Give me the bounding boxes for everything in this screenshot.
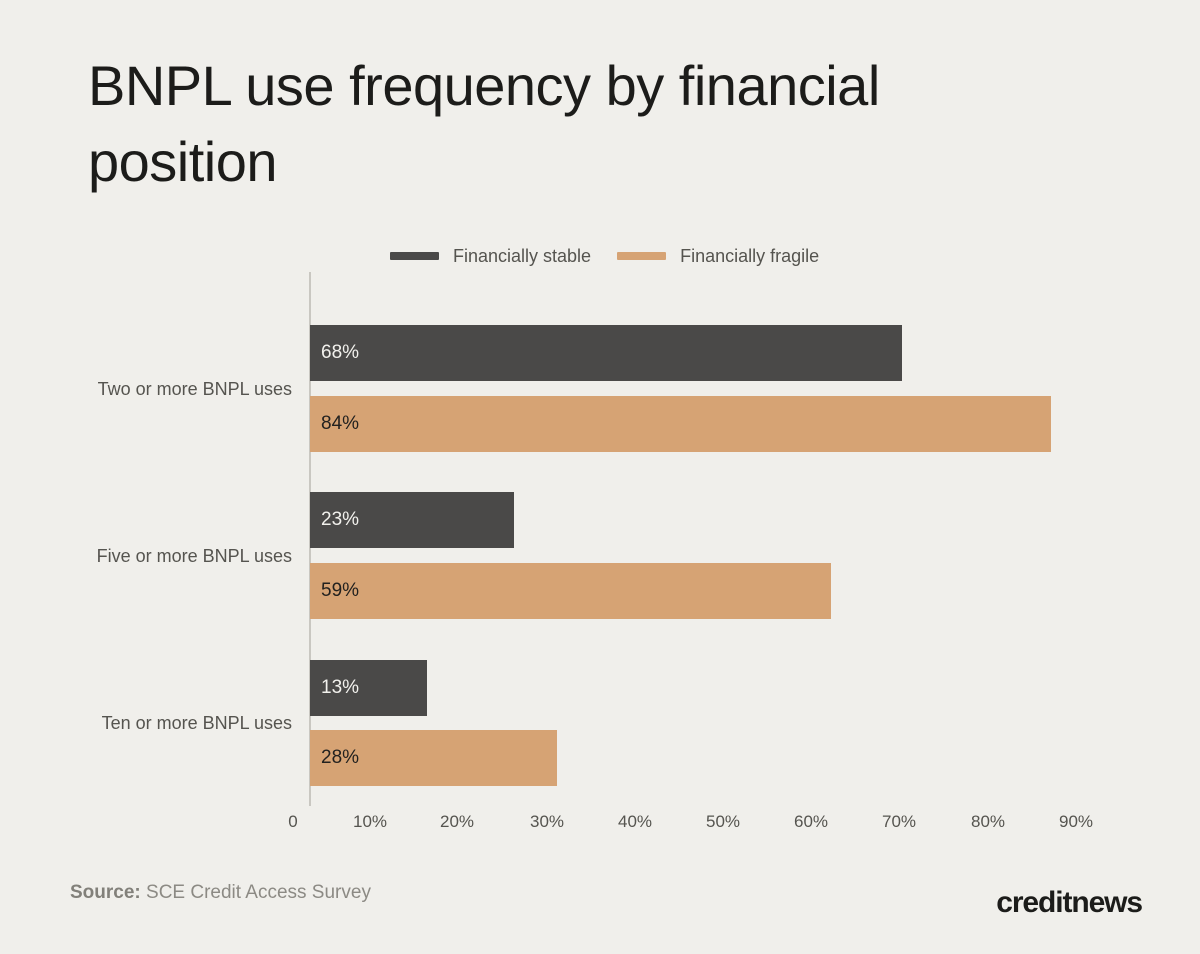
legend-swatch-icon-stable: [390, 252, 439, 260]
x-tick-90: 90%: [1058, 812, 1094, 831]
page-title: BNPL use frequency by financial position: [88, 54, 880, 193]
bar-fragile-five-or-more[interactable]: 59%: [310, 563, 831, 619]
bar-stable-five-or-more[interactable]: 23%: [310, 492, 514, 548]
legend-item-financially-stable[interactable]: Financially stable: [390, 246, 591, 267]
source-label: Source:: [70, 882, 141, 903]
x-tick-10: 10%: [352, 812, 388, 831]
x-tick-60: 60%: [793, 812, 829, 831]
x-tick-20: 20%: [439, 812, 475, 831]
bar-value-fragile-five-or-more: 59%: [321, 580, 360, 601]
bar-stable-two-or-more[interactable]: 68%: [310, 325, 902, 381]
x-tick-30: 30%: [529, 812, 565, 831]
x-tick-40: 40%: [617, 812, 653, 831]
legend-item-financially-fragile[interactable]: Financially fragile: [617, 246, 819, 267]
bar-fragile-two-or-more[interactable]: 84%: [310, 396, 1051, 452]
legend-swatch-icon-fragile: [617, 252, 667, 260]
category-label-five-or-more: Five or more BNPL uses: [96, 546, 292, 566]
bar-fragile-ten-or-more[interactable]: 28%: [310, 730, 557, 786]
bar-value-stable-five-or-more: 23%: [321, 509, 360, 530]
x-axis: 0 10% 20% 30% 40% 50% 60% 70% 80% 90%: [0, 812, 1200, 840]
legend-label-stable: Financially stable: [453, 245, 592, 266]
source-note: Source: SCE Credit Access Survey: [70, 882, 371, 904]
x-tick-50: 50%: [705, 812, 741, 831]
bar-value-fragile-ten-or-more: 28%: [321, 747, 360, 768]
bar-stable-ten-or-more[interactable]: 13%: [310, 660, 427, 716]
chart-legend: Financially stable Financially fragile: [390, 243, 819, 269]
bar-value-fragile-two-or-more: 84%: [321, 413, 360, 434]
creditnews-logo: creditnews: [996, 886, 1143, 919]
bar-value-stable-two-or-more: 68%: [321, 342, 360, 363]
legend-label-fragile: Financially fragile: [680, 245, 820, 266]
category-label-ten-or-more: Ten or more BNPL uses: [101, 713, 292, 733]
x-tick-80: 80%: [970, 812, 1006, 831]
x-tick-0: 0: [288, 812, 298, 831]
source-text: SCE Credit Access Survey: [140, 882, 371, 903]
bar-value-stable-ten-or-more: 13%: [321, 677, 360, 698]
x-tick-70: 70%: [881, 812, 917, 831]
category-label-two-or-more: Two or more BNPL uses: [97, 379, 292, 399]
